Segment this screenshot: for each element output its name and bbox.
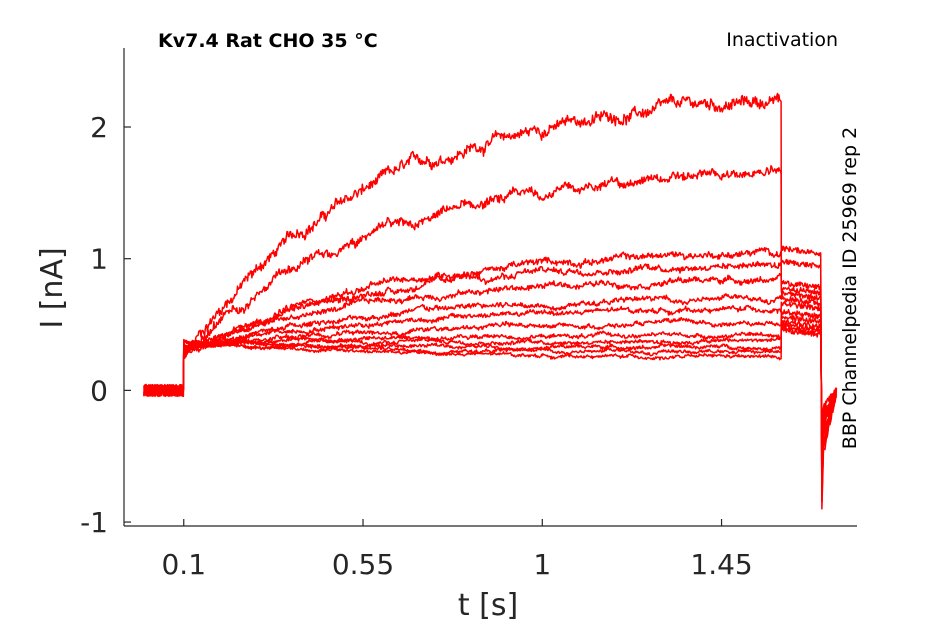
current-trace-3 [143,247,837,496]
side-label: BBP Channelpedia ID 25969 rep 2 [839,127,861,449]
y-tick-label: -1 [80,506,108,539]
current-trace-7 [143,300,838,467]
current-trace-11 [143,321,838,439]
header-left-title: Kv7.4 Rat CHO 35 °C [158,30,378,52]
current-traces [143,92,838,510]
x-axis-label: t [s] [458,588,518,623]
current-trace-6 [143,293,838,474]
y-tick-label: 0 [90,374,108,407]
y-axis-label: I [nA] [35,247,70,328]
current-trace-13 [143,327,838,425]
current-trace-4 [143,260,838,489]
current-trace-2 [143,165,838,503]
header-right-title: Inactivation [726,29,838,51]
y-tick-label: 1 [90,243,108,276]
x-tick-label: 0.55 [332,548,394,581]
current-trace-10 [143,319,838,446]
axes: 0.1 0.55 1 1.45 -1 0 1 2 [80,48,857,581]
x-tick-label: 1.45 [690,548,752,581]
x-tick-label: 1 [533,548,551,581]
y-tick-label: 2 [90,111,108,144]
current-trace-8 [143,308,838,460]
current-trace-5 [143,272,838,482]
current-trace-1 [143,92,838,510]
x-tick-label: 0.1 [161,548,206,581]
